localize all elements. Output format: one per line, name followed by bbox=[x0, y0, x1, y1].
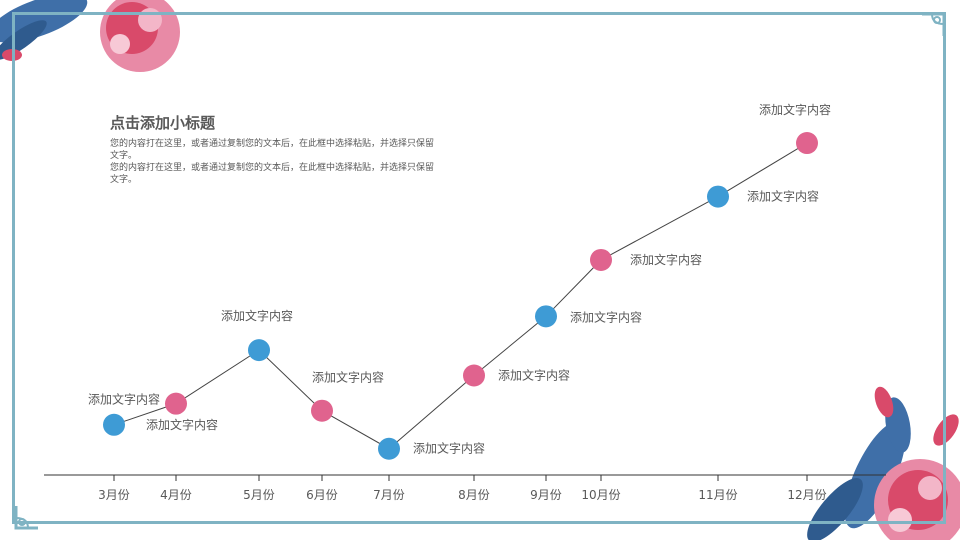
point-label: 添加文字内容 bbox=[498, 367, 570, 382]
point-label: 添加文字内容 bbox=[413, 441, 485, 456]
x-tick-label: 6月份 bbox=[306, 488, 338, 502]
x-tick-label: 9月份 bbox=[530, 488, 562, 502]
data-point bbox=[463, 364, 485, 387]
data-point bbox=[707, 185, 729, 208]
series-line bbox=[113, 142, 808, 450]
body-paragraph: 您的内容打在这里，或者通过复制您的文本后，在此框中选择粘贴，并选择只保留文字。 bbox=[110, 163, 435, 185]
floral-decoration-bottom-right bbox=[807, 386, 960, 540]
x-tick-label: 8月份 bbox=[458, 488, 490, 502]
x-tick-label: 7月份 bbox=[373, 488, 405, 502]
data-point bbox=[378, 437, 400, 460]
data-point bbox=[103, 413, 125, 436]
x-tick-label: 10月份 bbox=[581, 488, 620, 502]
body-paragraph: 您的内容打在这里，或者通过复制您的文本后，在此框中选择粘贴，并选择只保留文字。 bbox=[110, 139, 435, 161]
x-tick-label: 3月份 bbox=[98, 488, 130, 502]
data-point bbox=[796, 132, 818, 155]
point-label: 添加文字内容 bbox=[88, 392, 160, 407]
x-tick-label: 4月份 bbox=[160, 488, 192, 502]
x-tick-label: 12月份 bbox=[787, 488, 826, 502]
body-text: 您的内容打在这里，或者通过复制您的文本后，在此框中选择粘贴，并选择只保留文字。 … bbox=[110, 138, 440, 186]
point-label: 添加文字内容 bbox=[312, 370, 384, 385]
data-point bbox=[248, 339, 270, 362]
data-point bbox=[311, 399, 333, 422]
point-label: 添加文字内容 bbox=[570, 309, 642, 324]
slide-frame bbox=[12, 12, 946, 524]
point-label: 添加文字内容 bbox=[146, 417, 218, 432]
point-label: 添加文字内容 bbox=[747, 189, 819, 204]
point-label: 添加文字内容 bbox=[630, 252, 702, 267]
data-point bbox=[535, 305, 557, 328]
slide-subtitle: 点击添加小标题 bbox=[110, 114, 216, 132]
data-point bbox=[165, 392, 187, 415]
ornament-top-right bbox=[922, 12, 946, 36]
point-label: 添加文字内容 bbox=[759, 102, 831, 117]
x-tick-label: 5月份 bbox=[243, 488, 275, 502]
ornament-bottom-left bbox=[14, 506, 38, 530]
x-tick-label: 11月份 bbox=[698, 488, 737, 502]
data-point bbox=[590, 248, 612, 271]
point-label: 添加文字内容 bbox=[221, 308, 293, 323]
